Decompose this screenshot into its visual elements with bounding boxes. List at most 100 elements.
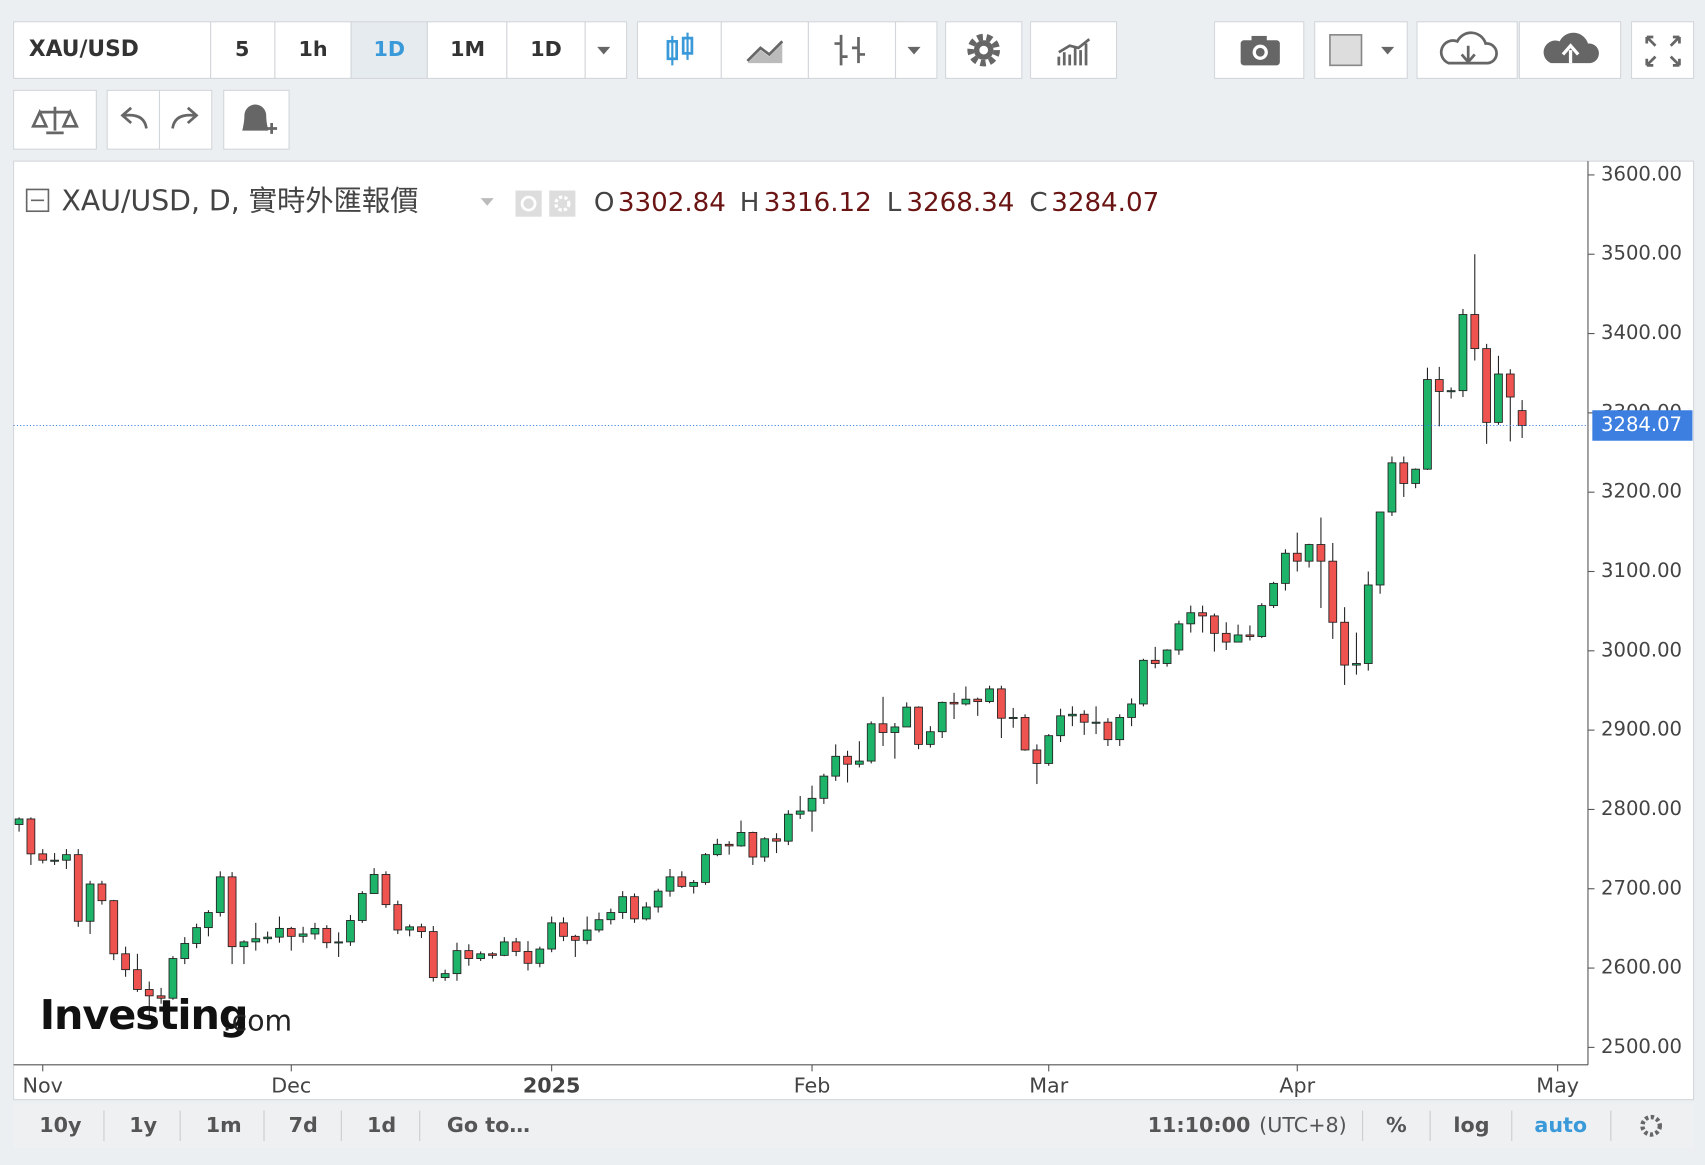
candle-body (1340, 621, 1349, 666)
candle-body (464, 950, 474, 959)
y-tick-label: 3600.00 (1601, 162, 1682, 185)
candle-body (677, 876, 687, 887)
candle-body (1127, 703, 1136, 718)
cloud-down-icon (1460, 45, 1476, 65)
candle-body (1020, 716, 1030, 751)
candle-body (760, 838, 770, 858)
clock-timezone[interactable]: (UTC+8) (1259, 1113, 1347, 1137)
candle-body (393, 904, 403, 931)
collapse-icon[interactable] (25, 188, 50, 213)
y-tick-label: 2800.00 (1601, 797, 1682, 820)
candle-body (26, 818, 36, 855)
interval: 1h (298, 37, 327, 61)
candle-body (1316, 544, 1326, 562)
ohlc-label: L (887, 188, 902, 218)
interval-button-active[interactable] (350, 21, 428, 79)
range-button[interactable]: 1y (129, 1113, 157, 1137)
range-button[interactable]: 1d (367, 1113, 396, 1137)
fullscreen-button[interactable] (1630, 21, 1695, 79)
range-bar: 10y 1y 1m 7d 1d Go to… 11:10:00 (UTC+8) … (13, 1104, 1694, 1148)
candle-body (1186, 612, 1196, 625)
range-button[interactable]: 10y (39, 1113, 82, 1137)
interval-button[interactable] (426, 21, 508, 79)
last-price-label: 3284.07 (1601, 413, 1682, 436)
candle-body (1446, 390, 1456, 393)
candle-body (156, 995, 166, 999)
gear-icon (967, 33, 1001, 67)
candle-body (937, 701, 947, 733)
candle-body (1482, 348, 1491, 423)
candle-body (961, 698, 971, 705)
candle-body (286, 927, 296, 937)
candle-body (357, 893, 367, 921)
candle-body (192, 927, 201, 944)
candle-body (1399, 462, 1409, 484)
candle-body (606, 912, 616, 921)
toolbar: XAU/USD 5 1h 1D 1M 1D (13, 21, 1695, 79)
candle-body (1458, 314, 1468, 392)
candle-body (1115, 716, 1125, 741)
candle-body (559, 922, 568, 937)
indicators-button[interactable] (1029, 21, 1118, 79)
x-tick-label: Apr (1279, 1074, 1315, 1098)
caret (480, 198, 494, 206)
candle-body (1198, 612, 1207, 617)
watermark-suffix: .com (223, 1004, 292, 1037)
fullscreen-icon (1645, 35, 1681, 67)
settings-icon[interactable] (1640, 1114, 1663, 1137)
candle-body (535, 948, 545, 964)
candle-body (665, 876, 675, 892)
interval-button[interactable] (210, 21, 276, 79)
candle-body (878, 723, 888, 733)
y-tick-label: 2900.00 (1601, 718, 1682, 741)
range-button[interactable]: 7d (289, 1113, 318, 1137)
candle-body (1470, 314, 1480, 350)
symbol-box[interactable] (13, 21, 212, 79)
auto-toggle[interactable]: auto (1534, 1113, 1587, 1137)
candle-body (440, 973, 450, 979)
visibility-icon[interactable] (515, 190, 542, 217)
candle-body (499, 941, 509, 956)
bar-type-button[interactable] (807, 21, 897, 79)
candle-body (949, 701, 959, 705)
redo-button[interactable] (158, 89, 213, 150)
candle-body (50, 859, 59, 862)
interval-button[interactable] (274, 21, 352, 79)
candle-body (1269, 582, 1278, 607)
interval-button[interactable] (506, 21, 586, 79)
bell-icon (266, 123, 278, 134)
percent-toggle[interactable]: % (1386, 1113, 1407, 1137)
candle-body (133, 969, 142, 990)
x-tick-label: Mar (1029, 1074, 1069, 1098)
candle-body (866, 723, 876, 762)
undo-button[interactable] (106, 89, 161, 150)
candle-body (1328, 560, 1338, 623)
ohlc-value: 3302.84 (618, 188, 726, 218)
dropdown[interactable] (894, 21, 938, 79)
candle-body (890, 726, 900, 733)
candle-body (831, 755, 841, 777)
range-button[interactable]: 1m (206, 1113, 242, 1137)
candle-body (689, 881, 699, 887)
candle-body (973, 698, 983, 703)
x-tick-label: Dec (271, 1074, 311, 1098)
candle-body (1411, 468, 1420, 484)
clock-time: 11:10:00 (1148, 1113, 1251, 1137)
candle-body (14, 818, 24, 825)
ohlc-label: O (594, 188, 615, 218)
settings-icon[interactable] (549, 190, 576, 217)
candle-body (488, 953, 497, 956)
candle-icon (666, 40, 679, 61)
goto-button[interactable]: Go to… (447, 1113, 530, 1137)
candle-body (997, 688, 1006, 719)
caret (907, 46, 921, 55)
chart-title: XAU/USD, D, 實時外匯報價 (61, 185, 418, 218)
interval: 5 (235, 37, 249, 61)
x-tick-label: Nov (23, 1074, 63, 1098)
log-toggle[interactable]: log (1453, 1113, 1489, 1137)
ohlc-value: 3316.12 (764, 188, 872, 218)
candle-body (1257, 605, 1267, 637)
candle-body (346, 920, 355, 943)
ohlc-value: 3284.07 (1051, 188, 1159, 218)
candle-type-button[interactable] (636, 21, 722, 79)
